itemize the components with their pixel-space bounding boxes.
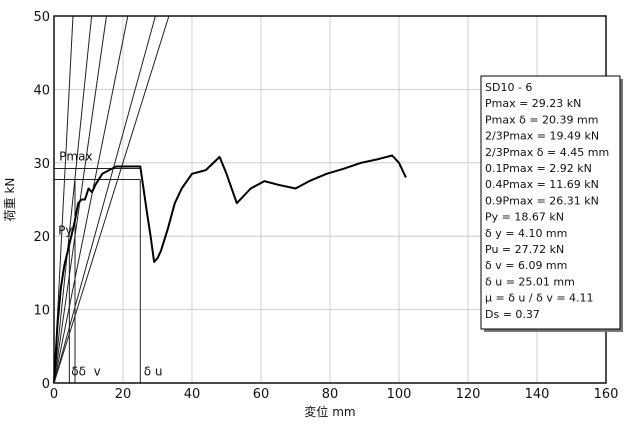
x-tick-label: 20 — [115, 387, 132, 402]
reference-line — [53, 15, 170, 384]
chart-annotation: δ u — [144, 365, 163, 379]
legend-line: Pmax δ = 20.39 mm — [485, 113, 598, 126]
x-tick-label: 80 — [322, 387, 339, 402]
legend-line: 0.4Pmax = 11.69 kN — [485, 178, 599, 191]
y-tick-label: 0 — [42, 377, 50, 392]
series-line — [53, 154, 407, 384]
legend-line: 0.1Pmax = 2.92 kN — [485, 162, 592, 175]
legend-line: Ds = 0.37 — [485, 308, 540, 321]
chart-annotation: v — [94, 365, 101, 379]
y-tick-label: 20 — [33, 230, 50, 245]
legend-line: 2/3Pmax = 19.49 kN — [485, 130, 599, 143]
x-tick-label: 140 — [525, 387, 550, 402]
x-tick-label: 120 — [456, 387, 481, 402]
reference-line — [53, 15, 93, 384]
annotations: Pmax Py δδ v δ u — [58, 150, 162, 379]
y-tick-label: 50 — [33, 10, 50, 25]
chart-annotation: δδ — [71, 365, 86, 379]
reference-line — [53, 15, 156, 384]
x-tick-label: 160 — [594, 387, 619, 402]
x-tick-label: 100 — [387, 387, 412, 402]
series-group — [53, 154, 407, 384]
legend-box: SD10 - 6 Pmax = 29.23 kN Pmax δ = 20.39 mm… — [480, 75, 623, 332]
reference-lines — [53, 15, 170, 384]
x-tick-label: 0 — [50, 387, 58, 402]
y-tick-label: 30 — [33, 157, 50, 172]
legend-line: 0.9Pmax = 26.31 kN — [485, 194, 599, 207]
legend-line: Pmax = 29.23 kN — [485, 97, 581, 110]
legend-line: δ y = 4.10 mm — [485, 227, 567, 240]
y-tick-label: 10 — [33, 304, 50, 319]
x-axis-label: 変位 mm — [304, 404, 355, 419]
legend-line: 2/3Pmax δ = 4.45 mm — [485, 146, 609, 159]
legend-frame — [480, 75, 621, 330]
reference-line — [53, 15, 129, 384]
reference-line — [53, 15, 107, 384]
y-axis-label: 荷重 kN — [3, 178, 17, 222]
legend-line: δ u = 25.01 mm — [485, 275, 575, 288]
y-tick-label: 40 — [33, 83, 50, 98]
legend-line: SD10 - 6 — [485, 81, 532, 94]
legend-line: Py = 18.67 kN — [485, 211, 564, 224]
legend-line: δ v = 6.09 mm — [485, 259, 567, 272]
x-tick-label: 60 — [253, 387, 270, 402]
axis-ticks: 0 20 40 60 80 100 120 140 160 0 10 20 30 40 50 — [33, 10, 618, 402]
chart-annotation: Py — [58, 224, 72, 238]
chart-annotation: Pmax — [59, 150, 92, 164]
x-tick-label: 40 — [184, 387, 201, 402]
legend-line: μ = δ u / δ v = 4.11 — [485, 292, 594, 305]
legend-line: Pu = 27.72 kN — [485, 243, 564, 256]
